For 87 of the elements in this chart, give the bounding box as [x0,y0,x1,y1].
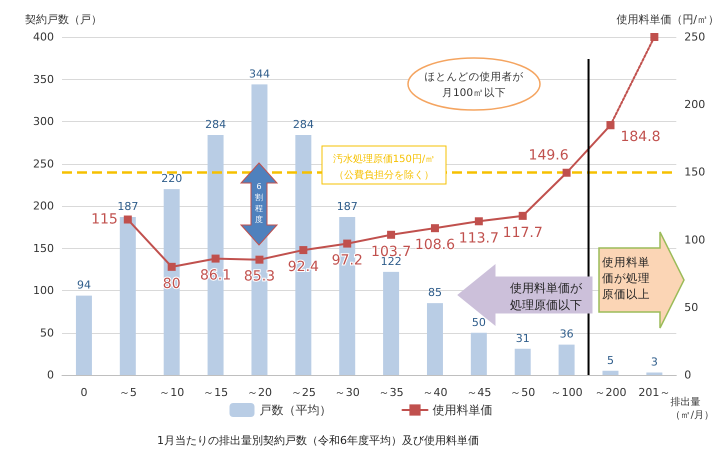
bar [164,189,180,375]
data-label: 149.6 [528,148,569,164]
data-label: 113.7 [458,230,499,246]
y-tick-label: 50 [40,326,54,340]
data-label: 284 [205,118,226,132]
y2-axis-title: 使用料単価（円/㎥） [616,13,720,26]
annotation: ほとんどの使用者が月100㎥以下 [424,70,524,99]
y2-tick-label: 50 [684,300,698,314]
data-label: 50 [472,316,486,329]
y-axis-title: 契約戸数（戸） [25,13,102,26]
data-label: 94 [76,278,91,292]
point [299,246,308,254]
x-tick-label: ～20 [246,386,272,399]
x-axis-title: 排出量（㎥/月） [670,396,714,421]
y-tick-label: 400 [33,30,54,44]
x-tick-label: ～200 [594,386,626,399]
bar [470,332,487,375]
data-label: 36 [560,328,574,341]
data-label: 85.3 [244,268,276,285]
bar [514,348,531,375]
bar [426,303,443,375]
legend-label: 戸数（平均） [260,403,332,417]
bar [120,216,136,375]
data-label: 86.1 [200,268,232,284]
bar [646,372,662,375]
bar [558,344,575,375]
data-label: 344 [248,67,270,80]
point [518,212,527,220]
data-label: 80 [162,276,181,292]
point [168,262,176,271]
bar [76,296,92,375]
x-tick-label: ～30 [334,386,360,399]
point [650,33,658,41]
y-tick-label: 100 [33,284,54,297]
x-tick-label: ～40 [422,386,448,399]
data-label: 187 [336,200,358,213]
data-label: 31 [516,332,530,345]
annotation: 使用料単価が処理原価以上 [602,255,650,301]
data-label: 115 [91,212,118,228]
x-tick-label: ～35 [378,386,404,399]
bar [383,272,400,375]
y-tick-label: 300 [33,115,54,128]
data-label: 184.8 [620,129,661,146]
x-tick-label: 201～ [638,386,670,399]
y-tick-label: 0 [47,368,54,382]
data-label: 187 [117,200,138,213]
x-tick-label: ～100 [550,386,583,399]
point [387,230,396,239]
data-label: 92.4 [288,259,320,276]
point [430,224,439,232]
point [606,121,614,130]
y2-tick-label: 200 [684,98,706,112]
data-label: 284 [292,118,314,132]
legend-label: 使用料単価 [432,403,492,417]
bar [602,370,618,375]
annotation: 6割程度 [255,182,263,224]
y2-tick-label: 150 [684,166,706,179]
x-tick-label: 0 [80,386,88,399]
data-label: 117.7 [502,224,543,241]
y2-tick-label: 250 [684,30,706,44]
x-tick-label: ～25 [290,386,316,399]
data-label: 220 [161,172,182,186]
x-tick-label: ～45 [466,386,492,399]
point [255,256,264,264]
x-tick-label: ～5 [118,386,137,399]
ref-line-label: 汚水処理原価150円/㎥（公費負担分を除く） [332,153,436,181]
y2-tick-label: 0 [684,368,692,382]
x-tick-label: ～50 [510,386,536,399]
y-tick-label: 350 [33,72,54,86]
y-tick-label: 250 [33,157,54,170]
y-tick-label: 200 [33,200,54,212]
annotation: 使用料単価が処理原価以下 [510,281,583,312]
y2-tick-label: 100 [684,233,706,246]
data-label: 108.6 [414,237,456,254]
data-label: 3 [650,355,658,368]
point [474,217,483,226]
data-label: 97.2 [332,252,363,269]
point [124,216,132,224]
point [562,168,571,177]
point [343,240,352,248]
x-tick-label: ～15 [203,386,228,399]
y-tick-label: 150 [33,242,54,255]
x-tick-label: ～10 [159,386,184,399]
data-label: 85 [428,286,442,300]
data-label: 5 [606,354,614,367]
text: 1月当たりの排出量別契約戸数（令和6年度平均）及び使用料単価 [157,434,479,447]
point [212,254,220,263]
